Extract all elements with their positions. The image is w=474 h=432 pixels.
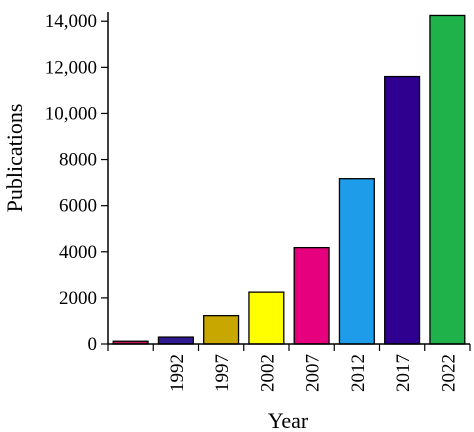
x-tick-label-2017: 2017 (393, 354, 414, 392)
y-tick-label: 12,000 (45, 57, 97, 78)
bar-2012 (338, 178, 375, 345)
x-tick-label-2022: 2022 (438, 354, 459, 392)
bar-2007 (293, 246, 330, 345)
y-tick-label: 8000 (59, 150, 97, 171)
x-tick-label-2002: 2002 (257, 354, 278, 392)
x-tick-label-2007: 2007 (303, 354, 324, 392)
bar-1997 (203, 314, 240, 345)
bar-2017 (384, 75, 421, 345)
y-tick-label: 0 (88, 334, 98, 355)
y-tick-label: 2000 (59, 288, 97, 309)
x-tick-label-2012: 2012 (348, 354, 369, 392)
y-tick-label: 10,000 (45, 103, 97, 124)
x-tick-label-1997: 1997 (212, 354, 233, 392)
x-tick-label-1992: 1992 (167, 354, 188, 392)
bar-2002 (248, 291, 285, 345)
bar-1992 (157, 336, 194, 345)
y-axis-title: Publications (2, 104, 27, 213)
y-tick-label: 14,000 (45, 11, 97, 32)
y-ticks-group: 0 2000 4000 6000 8000 10,000 12,000 14,000 (45, 11, 108, 355)
y-tick-label: 6000 (59, 196, 97, 217)
y-tick-label: 4000 (59, 242, 97, 263)
x-axis-title: Year (268, 408, 309, 432)
x-ticks-group: 1992 1997 2002 2007 2012 2017 2022 (107, 344, 471, 392)
bars-group (112, 14, 466, 345)
bar-2022 (429, 14, 466, 345)
